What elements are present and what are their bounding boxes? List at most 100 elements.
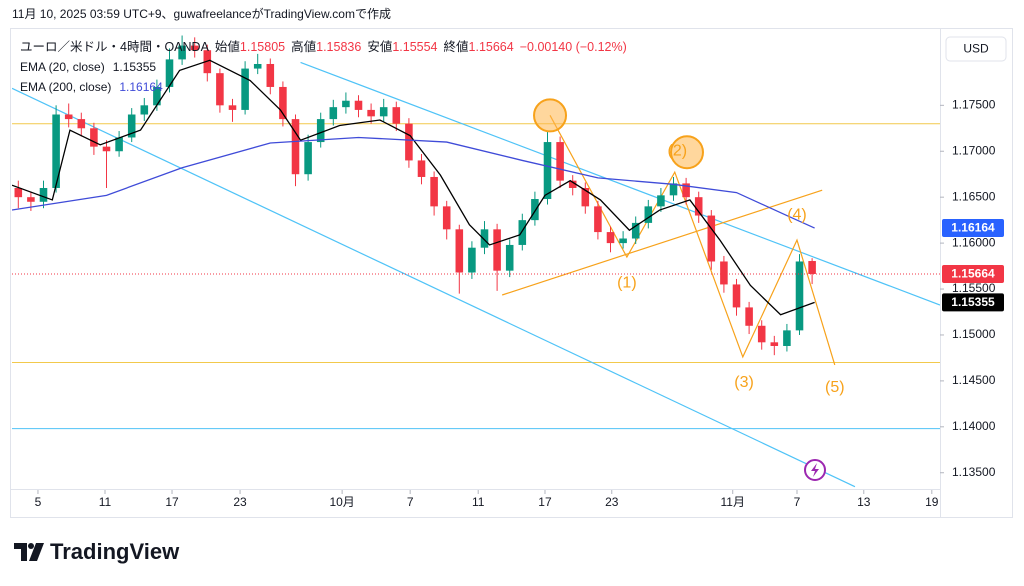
candle-body — [102, 146, 111, 152]
wave-label: (2) — [668, 143, 688, 160]
candle-body — [342, 100, 350, 108]
candle-body — [568, 180, 577, 188]
candle-body — [77, 119, 86, 129]
ema-value: 1.15355 — [113, 60, 157, 74]
candle-body — [505, 244, 514, 271]
wave-label: (4) — [787, 206, 807, 223]
candle-body — [808, 261, 816, 274]
x-tick-label: 23 — [233, 495, 247, 509]
legend: ユーロ／米ドル・4時間・OANDA 始値1.15805 高値1.15836 安値1.1… — [20, 39, 627, 94]
wave-label: (1) — [617, 274, 637, 291]
low-label: 安値 — [367, 39, 392, 54]
candle-body — [316, 119, 325, 143]
currency-button[interactable] — [945, 36, 1007, 62]
y-tick-label: 1.17500 — [952, 97, 996, 111]
y-tick-label: 1.16500 — [952, 189, 996, 203]
y-tick-label: 1.13500 — [952, 465, 996, 479]
candle-body — [367, 109, 375, 117]
x-tick-label: 17 — [165, 495, 179, 509]
alert-icon[interactable] — [804, 459, 826, 481]
price-label: 1.15355 — [951, 295, 995, 309]
high-value: 1.15836 — [316, 40, 361, 54]
brand: TradingView — [50, 539, 180, 564]
candle-body — [707, 215, 716, 262]
candle-body — [783, 330, 791, 346]
candle-body — [354, 100, 363, 110]
candle-body — [379, 107, 388, 117]
x-tick-label: 23 — [605, 495, 619, 509]
candle-body — [64, 114, 73, 120]
candle-body — [468, 247, 476, 273]
candle-body — [228, 105, 237, 110]
price-label-box — [942, 219, 1004, 238]
candle-body — [543, 142, 552, 200]
candle-body — [669, 183, 678, 196]
price-label: 1.15664 — [951, 267, 995, 281]
candle-body — [178, 45, 186, 60]
y-tick-label: 1.14000 — [952, 419, 996, 433]
ema-value: 1.16164 — [119, 80, 163, 94]
candle-body — [644, 206, 653, 223]
x-tick-label: 13 — [857, 495, 871, 509]
x-tick-label: 17 — [538, 495, 552, 509]
candle-body — [241, 68, 249, 110]
y-tick-label: 1.17000 — [952, 143, 996, 157]
candle-body — [430, 176, 438, 207]
candle-body — [493, 229, 501, 271]
legend-row: ユーロ／米ドル・4時間・OANDA 始値1.15805 高値1.15836 安値1.1… — [20, 39, 627, 54]
x-tick-label: 11月 — [720, 495, 744, 509]
trend-line — [300, 61, 940, 306]
candle-body — [594, 206, 602, 233]
wave-label: (5) — [825, 379, 845, 396]
wave-label: (3) — [734, 374, 754, 391]
candle-body — [140, 105, 149, 115]
price-label: 1.16164 — [951, 221, 995, 235]
candle-body — [770, 342, 779, 346]
currency[interactable]: USD — [963, 42, 989, 56]
candle-body — [14, 187, 23, 198]
high-label: 高値 — [291, 39, 316, 54]
candle-body — [720, 261, 728, 285]
low-value: 1.15554 — [392, 40, 437, 54]
x-tick-label: 7 — [407, 495, 414, 509]
y-tick-label: 1.15500 — [952, 281, 996, 295]
x-tick-label: 10月 — [329, 495, 354, 509]
chart-frame — [10, 28, 1013, 518]
x-tick-label: 11 — [99, 495, 112, 509]
x-tick-label: 19 — [925, 495, 939, 509]
wave-circle — [669, 135, 704, 170]
wave-circle — [533, 98, 568, 133]
x-tick-label: 7 — [794, 495, 801, 509]
candle-body — [657, 195, 665, 207]
candle-body — [694, 197, 703, 216]
x-tick-label: 5 — [35, 495, 42, 509]
candle-body — [39, 187, 48, 202]
y-tick-label: 1.15000 — [952, 327, 996, 341]
change: −0.00140 (−0.12%) — [520, 40, 627, 54]
candle-body — [392, 107, 401, 124]
candle-body — [266, 63, 275, 87]
close-label: 終値 — [444, 39, 469, 54]
open-label: 始値 — [215, 39, 240, 54]
candle-body — [253, 63, 262, 69]
candle-body — [757, 325, 766, 343]
candle-body — [732, 284, 741, 308]
ema-line — [12, 59, 815, 316]
candle-body — [531, 199, 539, 221]
candle-body — [606, 232, 615, 244]
price-label-box — [942, 264, 1004, 283]
y-tick-label: 1.14500 — [952, 373, 996, 387]
ema-name: EMA (20, close) — [20, 60, 105, 74]
trend-line — [12, 87, 856, 488]
ema-legend: EMA (200, close) 1.16164 — [20, 80, 163, 94]
price-label-box — [942, 293, 1004, 312]
close-value: 1.15664 — [469, 40, 514, 54]
candle-body — [442, 206, 451, 230]
candle-body — [619, 238, 627, 244]
candle-body — [581, 187, 590, 207]
brand-logo — [14, 543, 44, 561]
candle-body — [190, 45, 199, 51]
y-tick-label: 1.16000 — [952, 235, 996, 249]
candle-body — [405, 123, 413, 161]
